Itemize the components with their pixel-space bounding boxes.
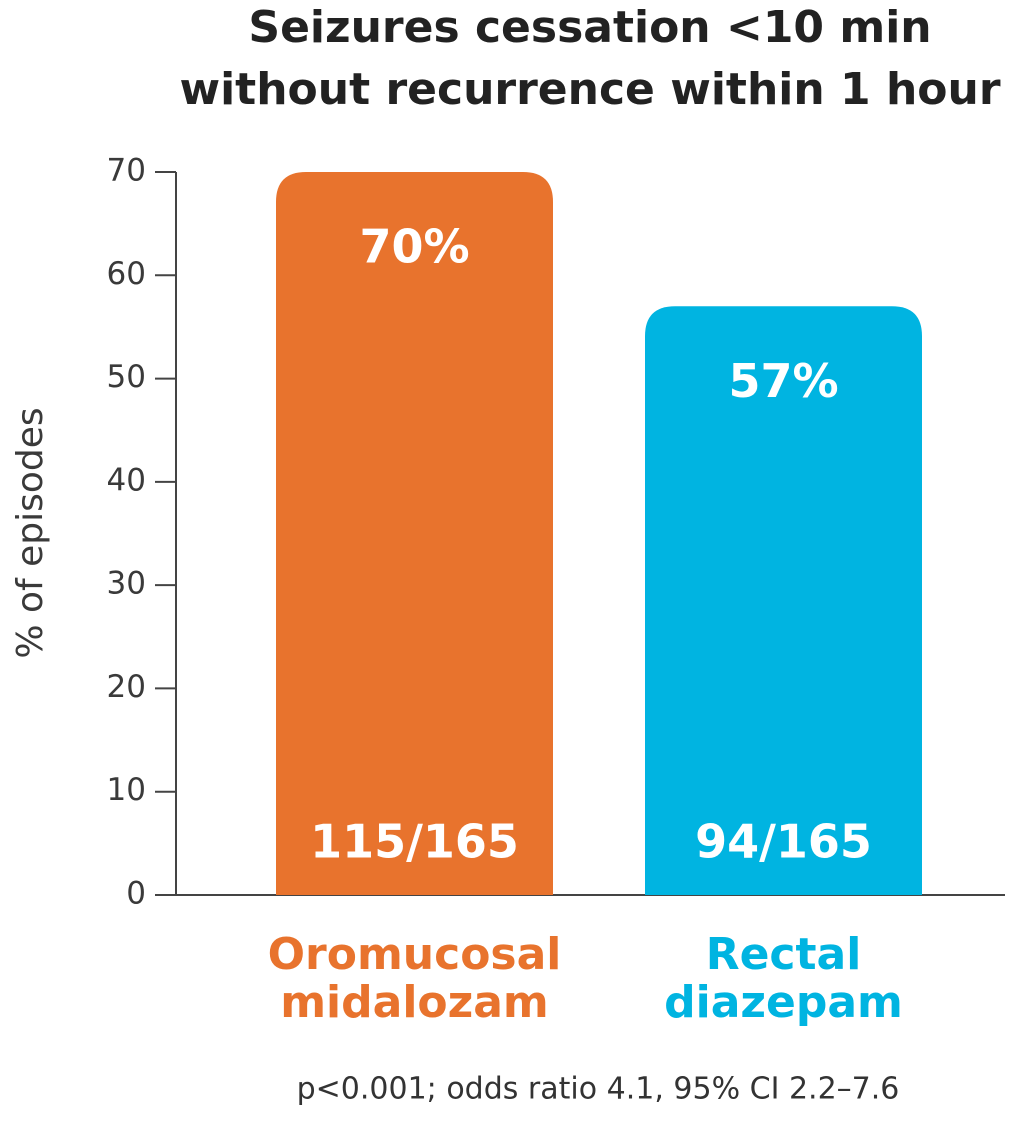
bar	[276, 172, 553, 895]
x-tick-label: Rectal	[706, 929, 862, 980]
value-label: 70%	[359, 220, 469, 274]
y-tick-label: 50	[107, 359, 146, 395]
y-tick-label: 30	[107, 566, 146, 602]
count-label: 94/165	[695, 815, 872, 869]
y-tick-label: 60	[107, 256, 146, 292]
y-tick-label: 10	[107, 772, 146, 808]
footnote: p<0.001; odds ratio 4.1, 95% CI 2.2–7.6	[297, 1072, 900, 1107]
x-tick-label: diazepam	[664, 977, 903, 1028]
count-label: 115/165	[310, 815, 519, 869]
y-tick-label: 20	[107, 669, 146, 705]
value-label: 57%	[728, 354, 838, 408]
y-tick-label: 70	[107, 153, 146, 189]
bar	[645, 306, 922, 895]
y-axis-label: % of episodes	[10, 407, 51, 658]
chart-title: without recurrence within 1 hour	[179, 64, 1000, 115]
x-tick-label: Oromucosal	[268, 929, 562, 980]
y-tick-label: 0	[126, 876, 146, 912]
chart-title: Seizures cessation <10 min	[248, 2, 931, 53]
x-tick-label: midalozam	[280, 977, 549, 1028]
y-tick-label: 40	[107, 462, 146, 498]
